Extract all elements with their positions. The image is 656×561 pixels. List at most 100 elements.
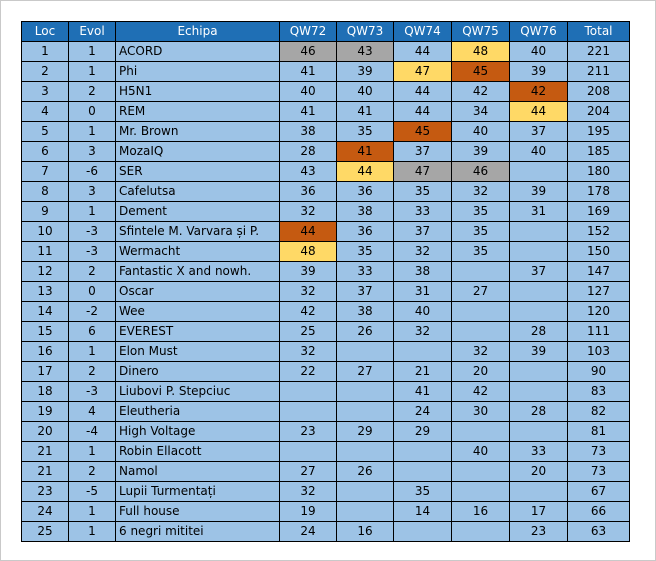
qw74-cell bbox=[393, 521, 452, 542]
qw72-cell: 27 bbox=[279, 461, 337, 482]
total-cell: 81 bbox=[567, 421, 630, 442]
qw76-cell: 39 bbox=[509, 341, 568, 362]
qw72-cell: 32 bbox=[279, 481, 337, 502]
qw75-cell: 39 bbox=[451, 141, 510, 162]
qw76-cell: 39 bbox=[509, 181, 568, 202]
qw73-cell: 36 bbox=[336, 181, 394, 202]
rank-cell: 18 bbox=[21, 381, 69, 402]
qw72-cell: 41 bbox=[279, 101, 337, 122]
total-cell: 90 bbox=[567, 361, 630, 382]
team-name-cell: Eleutheria bbox=[115, 401, 280, 422]
qw74-cell: 44 bbox=[393, 81, 452, 102]
evol-cell: -4 bbox=[68, 421, 116, 442]
table-row: 2 1 Phi 41 39 47 45 39 211 bbox=[21, 61, 630, 82]
table-row: 13 0 Oscar 32 37 31 27 127 bbox=[21, 281, 630, 302]
table-row: 21 1 Robin Ellacott 40 33 73 bbox=[21, 441, 630, 462]
qw75-cell bbox=[451, 421, 510, 442]
qw76-cell: 20 bbox=[509, 461, 568, 482]
qw73-cell bbox=[336, 501, 394, 522]
evol-cell: -6 bbox=[68, 161, 116, 182]
rank-cell: 16 bbox=[21, 341, 69, 362]
qw76-cell: 28 bbox=[509, 401, 568, 422]
qw75-cell bbox=[451, 261, 510, 282]
evol-cell: -3 bbox=[68, 241, 116, 262]
qw76-cell: 28 bbox=[509, 321, 568, 342]
team-name-cell: Dinero bbox=[115, 361, 280, 382]
total-cell: 185 bbox=[567, 141, 630, 162]
qw76-cell: 17 bbox=[509, 501, 568, 522]
team-name-cell: H5N1 bbox=[115, 81, 280, 102]
qw72-cell: 46 bbox=[279, 41, 337, 62]
qw75-cell bbox=[451, 521, 510, 542]
qw76-cell: 31 bbox=[509, 201, 568, 222]
qw76-cell: 40 bbox=[509, 41, 568, 62]
qw73-cell: 38 bbox=[336, 201, 394, 222]
qw72-cell: 32 bbox=[279, 281, 337, 302]
qw75-cell: 20 bbox=[451, 361, 510, 382]
table-row: 1 1 ACORD 46 43 44 48 40 221 bbox=[21, 41, 630, 62]
rank-cell: 23 bbox=[21, 481, 69, 502]
loc-header: Loc bbox=[21, 21, 69, 42]
total-cell: 120 bbox=[567, 301, 630, 322]
rank-cell: 6 bbox=[21, 141, 69, 162]
header-row: Loc Evol Echipa QW72 QW73 QW74 QW75 QW76 Total bbox=[21, 21, 630, 42]
evol-cell: 2 bbox=[68, 361, 116, 382]
table-row: 11 -3 Wermacht 48 35 32 35 150 bbox=[21, 241, 630, 262]
qw74-cell: 37 bbox=[393, 221, 452, 242]
qw72-cell: 36 bbox=[279, 181, 337, 202]
qw73-cell: 37 bbox=[336, 281, 394, 302]
table-row: 15 6 EVEREST 25 26 32 28 111 bbox=[21, 321, 630, 342]
evol-cell: 3 bbox=[68, 181, 116, 202]
evol-cell: 1 bbox=[68, 521, 116, 542]
qw74-cell: 35 bbox=[393, 481, 452, 502]
team-name-cell: Wee bbox=[115, 301, 280, 322]
evol-cell: -3 bbox=[68, 381, 116, 402]
qw74-cell: 47 bbox=[393, 61, 452, 82]
rank-cell: 12 bbox=[21, 261, 69, 282]
evol-cell: 1 bbox=[68, 201, 116, 222]
rank-cell: 8 bbox=[21, 181, 69, 202]
team-name-cell: Lupii Turmentați bbox=[115, 481, 280, 502]
qw73-cell: 41 bbox=[336, 101, 394, 122]
team-name-cell: Dement bbox=[115, 201, 280, 222]
team-name-cell: Phi bbox=[115, 61, 280, 82]
qw72-cell: 24 bbox=[279, 521, 337, 542]
rank-cell: 3 bbox=[21, 81, 69, 102]
qw72-cell: 19 bbox=[279, 501, 337, 522]
qw74-cell: 24 bbox=[393, 401, 452, 422]
rank-cell: 19 bbox=[21, 401, 69, 422]
rank-cell: 25 bbox=[21, 521, 69, 542]
qw72-cell: 32 bbox=[279, 201, 337, 222]
qw73-cell: 29 bbox=[336, 421, 394, 442]
qw76-cell bbox=[509, 481, 568, 502]
team-name-cell: Full house bbox=[115, 501, 280, 522]
qw74-cell bbox=[393, 341, 452, 362]
table-row: 21 2 Namol 27 26 20 73 bbox=[21, 461, 630, 482]
qw74-cell: 32 bbox=[393, 241, 452, 262]
rank-cell: 2 bbox=[21, 61, 69, 82]
table-row: 10 -3 Sfintele M. Varvara și P. 44 36 37 35 152 bbox=[21, 221, 630, 242]
evol-cell: 2 bbox=[68, 461, 116, 482]
rank-cell: 1 bbox=[21, 41, 69, 62]
table-body: 1 1 ACORD 46 43 44 48 40 221 2 1 Phi 41 39 47 45 39 211 3 2… bbox=[21, 41, 630, 542]
rank-cell: 14 bbox=[21, 301, 69, 322]
qw72-cell: 44 bbox=[279, 221, 337, 242]
rank-cell: 15 bbox=[21, 321, 69, 342]
qw74-cell: 21 bbox=[393, 361, 452, 382]
total-cell: 111 bbox=[567, 321, 630, 342]
qw73-cell: 35 bbox=[336, 121, 394, 142]
qw72-cell: 40 bbox=[279, 81, 337, 102]
qw72-cell: 23 bbox=[279, 421, 337, 442]
qw76-cell bbox=[509, 421, 568, 442]
total-cell: 178 bbox=[567, 181, 630, 202]
qw72-cell: 42 bbox=[279, 301, 337, 322]
total-cell: 73 bbox=[567, 441, 630, 462]
qw76-cell: 39 bbox=[509, 61, 568, 82]
qw73-cell: 43 bbox=[336, 41, 394, 62]
qw73-cell bbox=[336, 481, 394, 502]
evol-header: Evol bbox=[68, 21, 116, 42]
qw74-cell: 35 bbox=[393, 181, 452, 202]
team-name-cell: High Voltage bbox=[115, 421, 280, 442]
qw76-header: QW76 bbox=[509, 21, 568, 42]
qw73-cell bbox=[336, 381, 394, 402]
